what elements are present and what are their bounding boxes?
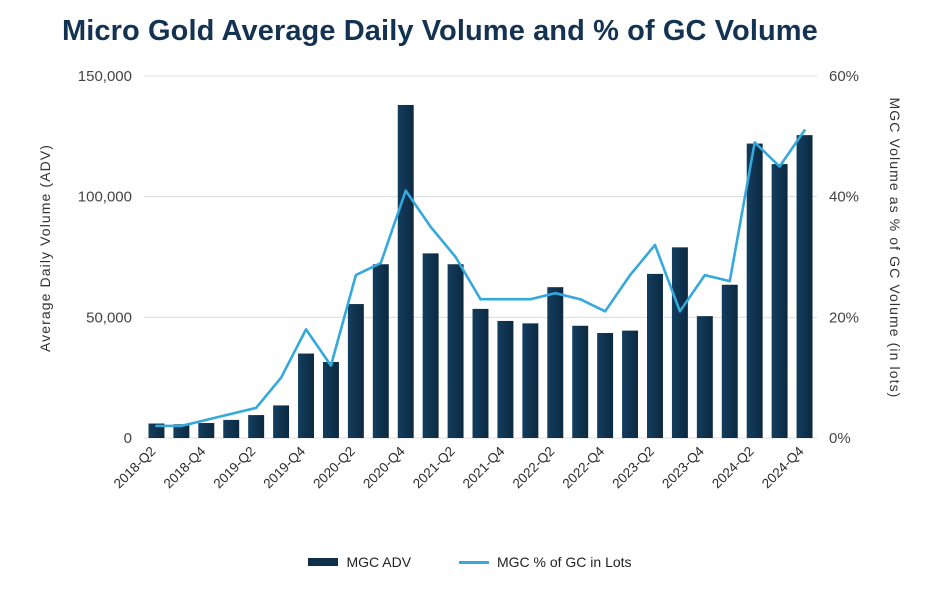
svg-text:20%: 20%: [829, 309, 859, 326]
svg-text:2023-Q2: 2023-Q2: [609, 444, 657, 492]
svg-text:2019-Q2: 2019-Q2: [211, 444, 259, 492]
svg-text:2024-Q2: 2024-Q2: [709, 444, 757, 492]
svg-text:2021-Q4: 2021-Q4: [460, 443, 508, 491]
svg-text:2018-Q4: 2018-Q4: [161, 443, 209, 491]
svg-text:50,000: 50,000: [86, 309, 132, 326]
svg-text:2018-Q2: 2018-Q2: [111, 444, 159, 492]
svg-text:2022-Q4: 2022-Q4: [559, 443, 607, 491]
svg-text:2020-Q2: 2020-Q2: [310, 444, 358, 492]
svg-text:2022-Q2: 2022-Q2: [510, 444, 558, 492]
svg-text:0%: 0%: [829, 430, 851, 447]
svg-text:60%: 60%: [829, 68, 859, 85]
svg-text:2023-Q4: 2023-Q4: [659, 443, 707, 491]
svg-text:2019-Q4: 2019-Q4: [260, 443, 308, 491]
svg-text:0: 0: [124, 430, 132, 447]
svg-text:40%: 40%: [829, 189, 859, 206]
svg-text:150,000: 150,000: [78, 68, 132, 85]
svg-text:2024-Q4: 2024-Q4: [759, 443, 807, 491]
svg-text:2020-Q4: 2020-Q4: [360, 443, 408, 491]
svg-text:100,000: 100,000: [78, 189, 132, 206]
svg-text:2021-Q2: 2021-Q2: [410, 444, 458, 492]
